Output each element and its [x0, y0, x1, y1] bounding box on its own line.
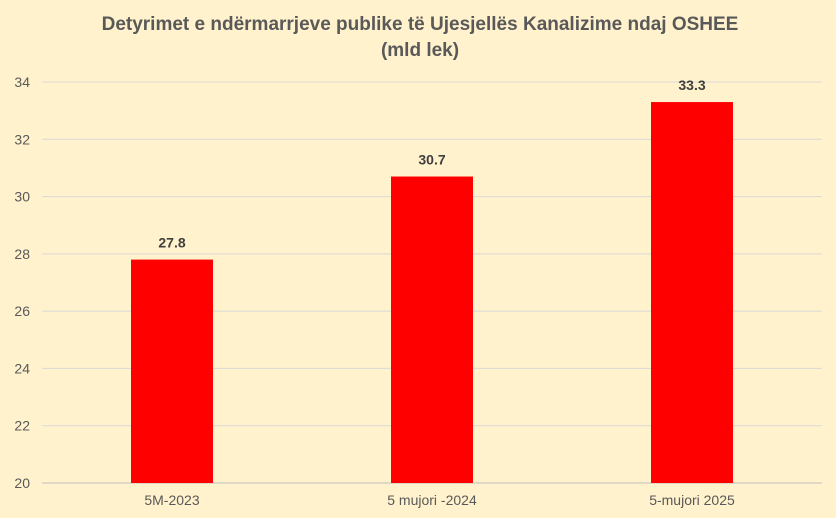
data-label: 33.3	[678, 77, 705, 93]
bar	[131, 259, 213, 483]
data-labels: 27.8 30.7 33.3	[158, 77, 705, 251]
y-tick-label: 32	[14, 131, 30, 147]
y-tick-label: 30	[14, 189, 30, 205]
y-tick-label: 26	[14, 303, 30, 319]
y-axis-ticks: 20 22 24 26 28 30 32 34	[14, 74, 30, 491]
data-label: 30.7	[418, 152, 445, 168]
y-tick-label: 28	[14, 246, 30, 262]
x-tick-label: 5M-2023	[144, 492, 199, 508]
x-tick-label: 5-mujori 2025	[649, 492, 735, 508]
chart-title: Detyrimet e ndërmarrjeve publike të Ujes…	[101, 14, 739, 61]
y-tick-label: 20	[14, 475, 30, 491]
y-tick-label: 34	[14, 74, 30, 90]
x-axis-ticks: 5M-2023 5 mujori -2024 5-mujori 2025	[144, 492, 735, 508]
y-tick-label: 24	[14, 360, 30, 376]
x-tick-label: 5 mujori -2024	[387, 492, 477, 508]
bars	[131, 102, 733, 484]
bar	[391, 176, 473, 483]
y-tick-label: 22	[14, 418, 30, 434]
bar	[651, 102, 733, 484]
data-label: 27.8	[158, 235, 185, 251]
